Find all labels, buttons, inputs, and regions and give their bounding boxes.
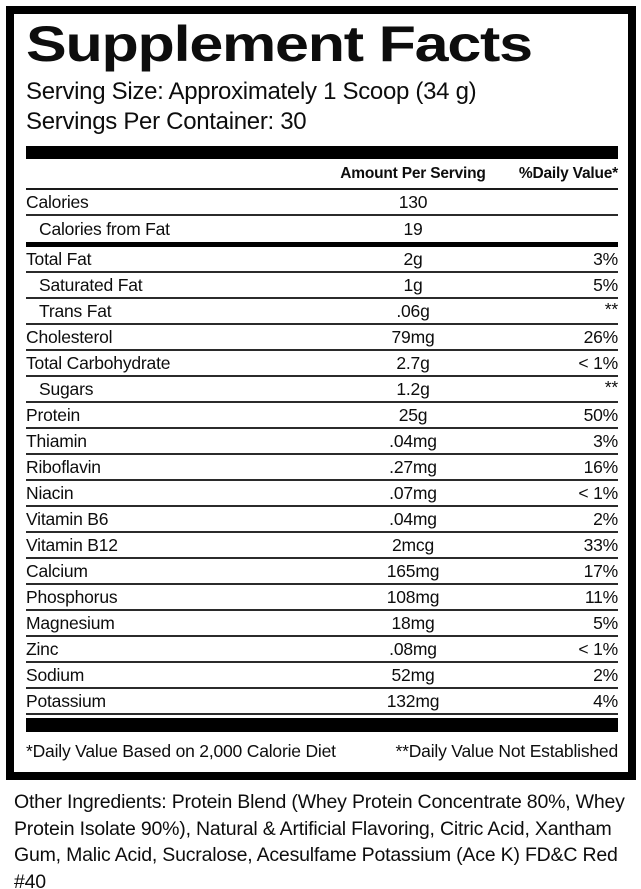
nutrient-daily-value: ** xyxy=(604,377,618,397)
nutrient-name: Calories from Fat xyxy=(39,218,170,239)
nutrient-daily-value: 3% xyxy=(593,430,618,451)
nutrient-daily-value: < 1% xyxy=(578,638,618,659)
nutrient-name: Magnesium xyxy=(26,612,115,633)
nutrient-name: Sugars xyxy=(39,378,94,399)
footnote-daily-value-basis: *Daily Value Based on 2,000 Calorie Diet xyxy=(26,741,336,761)
table-row: Zinc .08mg < 1% xyxy=(26,637,618,663)
nutrients-section: Total Fat 2g 3% Saturated Fat 1g 5% Tran… xyxy=(26,247,618,715)
serving-size: Serving Size: Approximately 1 Scoop (34 … xyxy=(26,78,477,105)
table-row: Calories 130 xyxy=(26,190,618,216)
nutrient-daily-value: 5% xyxy=(593,612,618,633)
supplement-facts-panel: Supplement Facts Serving Size: Approxima… xyxy=(6,6,636,780)
nutrient-name: Saturated Fat xyxy=(39,274,143,295)
nutrient-name: Cholesterol xyxy=(26,326,113,347)
nutrient-name: Potassium xyxy=(26,690,106,711)
table-row: Cholesterol 79mg 26% xyxy=(26,325,618,351)
column-header-amount: Amount Per Serving xyxy=(340,164,486,182)
supplement-label-page: Supplement Facts Serving Size: Approxima… xyxy=(0,6,641,889)
nutrient-daily-value: 16% xyxy=(583,456,619,477)
nutrient-name: Trans Fat xyxy=(39,300,112,321)
table-row: Calcium 165mg 17% xyxy=(26,559,618,585)
other-ingredients: Other Ingredients: Protein Blend (Whey P… xyxy=(14,791,625,889)
nutrient-amount: 52mg xyxy=(391,664,435,685)
nutrient-name: Calories xyxy=(26,191,89,212)
nutrient-amount: 19 xyxy=(403,218,423,239)
nutrient-daily-value: 17% xyxy=(583,560,619,581)
nutrient-daily-value: 50% xyxy=(583,404,619,425)
nutrient-name: Phosphorus xyxy=(26,586,118,607)
nutrient-name: Niacin xyxy=(26,482,74,503)
table-row: Magnesium 18mg 5% xyxy=(26,611,618,637)
nutrient-name: Riboflavin xyxy=(26,456,101,477)
table-row: Sodium 52mg 2% xyxy=(26,663,618,689)
nutrient-name: Vitamin B12 xyxy=(26,534,118,555)
calories-section: Calories 130 Calories from Fat 19 xyxy=(26,190,618,242)
table-row: Calories from Fat 19 xyxy=(26,216,618,242)
nutrient-name: Thiamin xyxy=(26,430,87,451)
panel-title: Supplement Facts xyxy=(26,16,533,72)
nutrient-amount: 2mcg xyxy=(392,534,434,555)
nutrient-daily-value: < 1% xyxy=(578,482,618,503)
table-row: Potassium 132mg 4% xyxy=(26,689,618,715)
nutrient-name: Protein xyxy=(26,404,81,425)
nutrient-daily-value: < 1% xyxy=(578,352,618,373)
table-row: Thiamin .04mg 3% xyxy=(26,429,618,455)
footnote-not-established: **Daily Value Not Established xyxy=(395,741,619,761)
nutrient-amount: 130 xyxy=(398,191,428,212)
nutrient-amount: 1g xyxy=(403,274,423,295)
nutrient-amount: .27mg xyxy=(389,456,437,477)
nutrient-daily-value: 26% xyxy=(583,326,619,347)
nutrient-amount: 2.7g xyxy=(396,352,430,373)
nutrient-daily-value: 4% xyxy=(593,690,618,711)
servings-per-container: Servings Per Container: 30 xyxy=(26,108,307,135)
nutrient-amount: 132mg xyxy=(386,690,440,711)
section-divider-top xyxy=(26,146,618,159)
table-row: Phosphorus 108mg 11% xyxy=(26,585,618,611)
nutrient-amount: 18mg xyxy=(391,612,435,633)
section-divider-bottom xyxy=(26,718,618,732)
column-header-row: Amount Per Serving %Daily Value* xyxy=(26,159,618,190)
section-divider-calories xyxy=(26,242,618,247)
footnotes-row: *Daily Value Based on 2,000 Calorie Diet… xyxy=(26,732,618,764)
nutrient-amount: .08mg xyxy=(389,638,437,659)
nutrient-amount: .06g xyxy=(396,300,430,321)
nutrient-name: Total Carbohydrate xyxy=(26,352,171,373)
nutrient-amount: 79mg xyxy=(391,326,435,347)
table-row: Niacin .07mg < 1% xyxy=(26,481,618,507)
nutrient-daily-value: 2% xyxy=(593,508,618,529)
nutrient-name: Calcium xyxy=(26,560,88,581)
nutrient-amount: 25g xyxy=(398,404,428,425)
nutrient-amount: .04mg xyxy=(389,430,437,451)
nutrient-daily-value: ** xyxy=(604,299,618,319)
table-row: Total Carbohydrate 2.7g < 1% xyxy=(26,351,618,377)
nutrient-amount: 108mg xyxy=(386,586,440,607)
nutrient-amount: 1.2g xyxy=(396,378,430,399)
table-row: Vitamin B6 .04mg 2% xyxy=(26,507,618,533)
nutrient-name: Total Fat xyxy=(26,248,92,269)
nutrient-name: Sodium xyxy=(26,664,85,685)
table-row: Protein 25g 50% xyxy=(26,403,618,429)
nutrient-daily-value: 33% xyxy=(583,534,619,555)
nutrient-name: Vitamin B6 xyxy=(26,508,109,529)
table-row: Trans Fat .06g ** xyxy=(26,299,618,325)
nutrient-daily-value: 5% xyxy=(593,274,618,295)
nutrient-daily-value: 11% xyxy=(584,586,618,607)
nutrient-amount: .07mg xyxy=(389,482,437,503)
column-header-daily-value: %Daily Value* xyxy=(518,164,618,182)
table-row: Saturated Fat 1g 5% xyxy=(26,273,618,299)
nutrient-amount: .04mg xyxy=(389,508,437,529)
table-row: Riboflavin .27mg 16% xyxy=(26,455,618,481)
table-row: Total Fat 2g 3% xyxy=(26,247,618,273)
nutrient-name: Zinc xyxy=(26,638,59,659)
nutrient-daily-value: 2% xyxy=(593,664,618,685)
nutrient-daily-value: 3% xyxy=(593,248,618,269)
nutrient-amount: 2g xyxy=(403,248,423,269)
nutrient-amount: 165mg xyxy=(386,560,440,581)
table-row: Vitamin B12 2mcg 33% xyxy=(26,533,618,559)
table-row: Sugars 1.2g ** xyxy=(26,377,618,403)
